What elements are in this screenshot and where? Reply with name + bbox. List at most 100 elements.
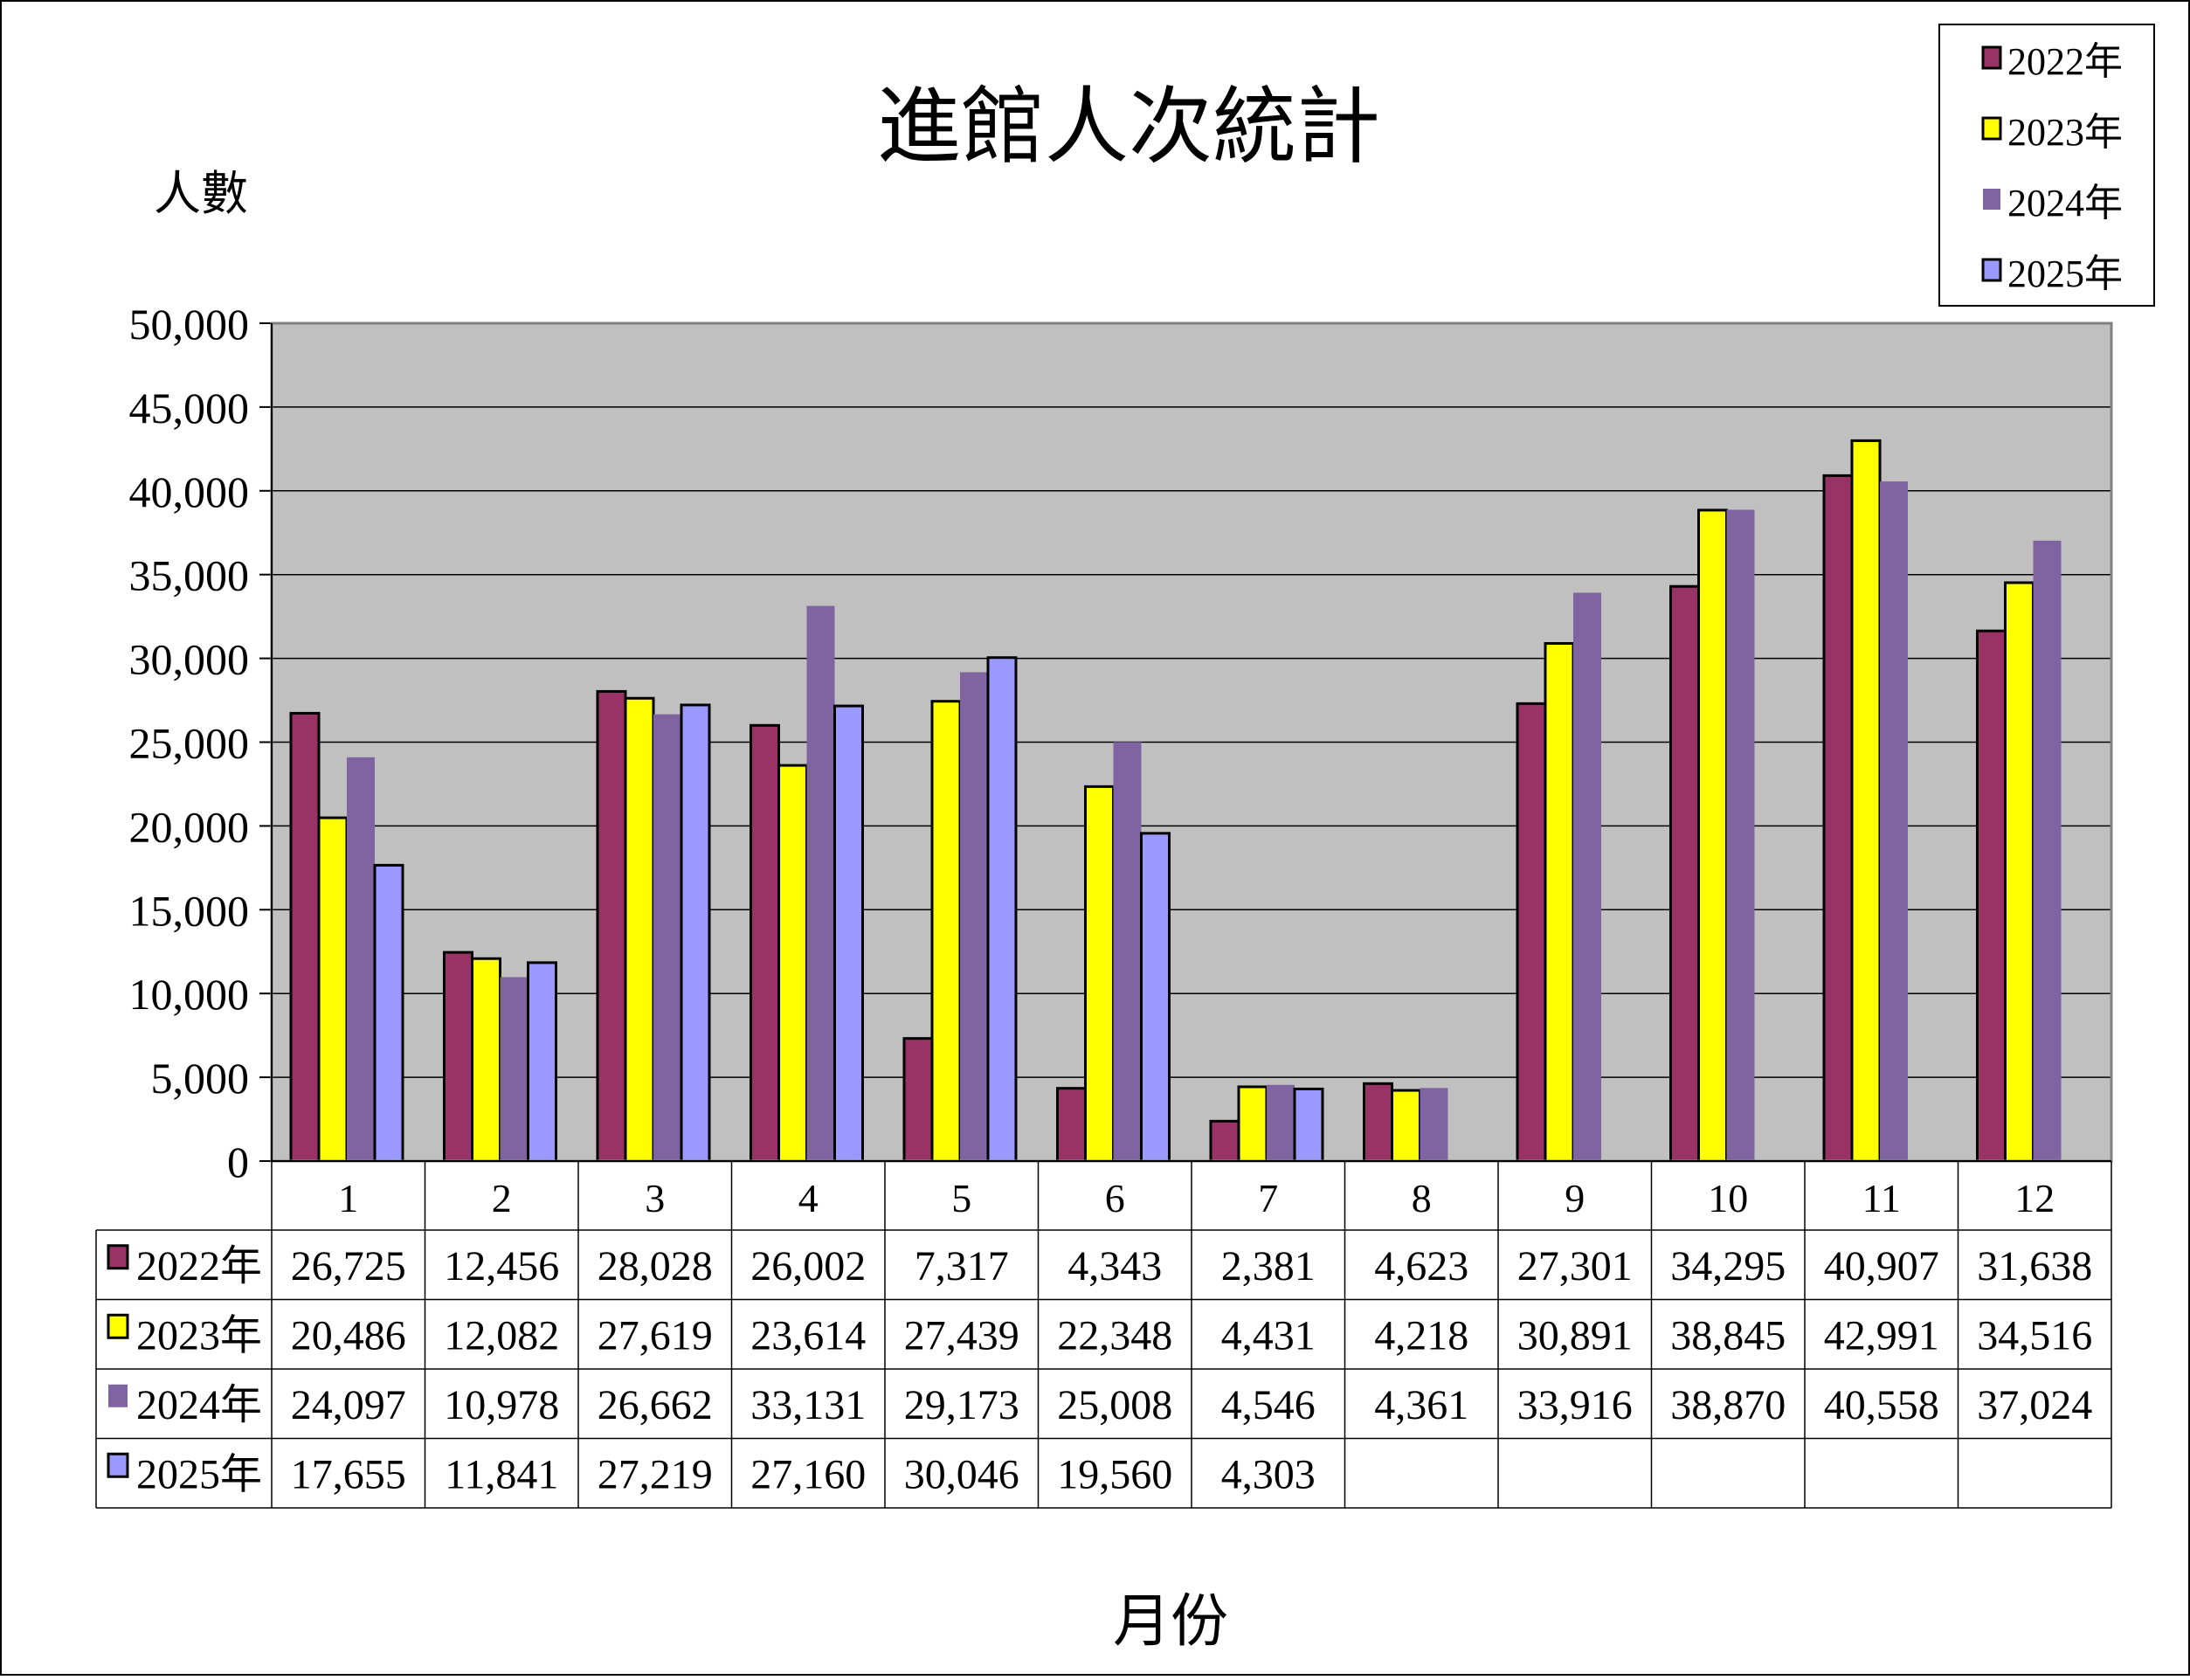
bar-2024年-6 xyxy=(1113,742,1142,1161)
bar-2022年-7 xyxy=(1209,1119,1240,1163)
table-value-cell: 2,381 xyxy=(1221,1243,1316,1289)
table-value-cell: 33,916 xyxy=(1517,1382,1633,1428)
legend-label: 2022年 xyxy=(2007,40,2123,83)
x-category-label: 3 xyxy=(645,1176,665,1220)
table-value-cell: 33,131 xyxy=(750,1382,866,1428)
table-value-cell: 17,655 xyxy=(291,1451,406,1497)
y-tick-label: 15,000 xyxy=(129,886,250,935)
bar-2023年-7 xyxy=(1237,1085,1268,1163)
table-series-name: 2022年 xyxy=(136,1243,262,1289)
y-tick-label: 40,000 xyxy=(129,467,250,516)
bar-2024年-5 xyxy=(960,672,988,1161)
table-value-cell: 30,046 xyxy=(904,1451,1019,1497)
bar-2022年-1 xyxy=(289,711,321,1163)
table-value-cell: 4,623 xyxy=(1374,1243,1468,1289)
table-legend-key xyxy=(108,1384,128,1407)
x-category-label: 12 xyxy=(2014,1176,2055,1220)
bar-2024年-8 xyxy=(1420,1088,1448,1161)
y-tick-label: 45,000 xyxy=(129,384,250,432)
table-value-cell: 34,516 xyxy=(1977,1312,2092,1359)
bar-2024年-7 xyxy=(1267,1084,1295,1161)
bar-2023年-8 xyxy=(1391,1089,1421,1163)
table-value-cell: 40,907 xyxy=(1824,1243,1939,1289)
bar-2023年-12 xyxy=(2004,581,2035,1163)
x-category-label: 11 xyxy=(1862,1176,1901,1220)
x-category-label: 8 xyxy=(1412,1176,1432,1220)
x-axis-label: 月份 xyxy=(1113,1590,1228,1654)
y-tick-label: 0 xyxy=(227,1137,249,1186)
bar-2024年-2 xyxy=(500,977,529,1161)
bar-2025年-6 xyxy=(1140,832,1171,1163)
table-value-cell: 30,891 xyxy=(1517,1312,1633,1359)
table-value-cell: 27,619 xyxy=(598,1312,713,1359)
table-value-cell: 37,024 xyxy=(1977,1382,2092,1428)
bar-2025年-1 xyxy=(373,863,404,1163)
legend-label: 2025年 xyxy=(2007,252,2123,295)
bar-2024年-1 xyxy=(347,757,375,1161)
table-value-cell: 42,991 xyxy=(1824,1312,1939,1359)
y-tick-label: 50,000 xyxy=(129,300,250,349)
bar-2022年-8 xyxy=(1363,1082,1393,1163)
table-value-cell: 11,841 xyxy=(445,1451,558,1497)
table-value-cell: 10,978 xyxy=(444,1382,559,1428)
legend-label: 2024年 xyxy=(2007,182,2123,225)
table-value-cell: 31,638 xyxy=(1977,1243,2092,1289)
table-value-cell: 4,343 xyxy=(1067,1243,1162,1289)
bar-2023年-5 xyxy=(930,700,962,1163)
y-tick-label: 20,000 xyxy=(129,802,250,851)
bar-2022年-2 xyxy=(443,951,473,1163)
x-category-label: 9 xyxy=(1565,1176,1585,1220)
chart-title: 進館人次統計 xyxy=(877,80,1380,174)
y-tick-label: 30,000 xyxy=(129,635,250,684)
bar-2022年-4 xyxy=(750,723,780,1163)
x-category-label: 7 xyxy=(1258,1176,1278,1220)
bar-2024年-10 xyxy=(1726,509,1755,1161)
x-category-label: 4 xyxy=(798,1176,819,1220)
plot-area: 0 5,000 10,000 15,000 20,000 25,000 30,000 35,0… xyxy=(129,300,2113,1186)
bar-2024年-12 xyxy=(2033,540,2062,1161)
x-category-label: 10 xyxy=(1708,1176,1748,1220)
legend-key xyxy=(1981,258,2002,282)
bar-2023年-9 xyxy=(1544,642,1575,1163)
bar-2023年-11 xyxy=(1850,439,1882,1163)
table-value-cell: 28,028 xyxy=(598,1243,713,1289)
table-value-cell: 20,486 xyxy=(291,1312,406,1359)
bar-2023年-4 xyxy=(777,764,808,1163)
y-tick-label: 10,000 xyxy=(129,970,250,1019)
legend-label: 2023年 xyxy=(2007,111,2123,154)
bar-2024年-4 xyxy=(806,605,835,1161)
table-value-cell: 27,160 xyxy=(750,1451,866,1497)
bar-2024年-9 xyxy=(1573,592,1601,1161)
y-axis-label: 人數 xyxy=(154,168,248,220)
x-category-label: 5 xyxy=(951,1176,971,1220)
bar-2023年-3 xyxy=(624,696,655,1163)
table-series-name: 2024年 xyxy=(136,1382,262,1428)
x-category-label: 2 xyxy=(492,1176,512,1220)
bar-2022年-11 xyxy=(1822,474,1854,1163)
table-value-cell: 4,431 xyxy=(1221,1312,1316,1359)
table-value-cell: 4,361 xyxy=(1374,1382,1468,1428)
table-value-cell: 26,002 xyxy=(750,1243,866,1289)
table-value-cell: 12,456 xyxy=(444,1243,559,1289)
x-category-label: 6 xyxy=(1105,1176,1125,1220)
table-value-cell: 12,082 xyxy=(444,1312,559,1359)
bar-2022年-9 xyxy=(1516,702,1547,1163)
table-legend-key xyxy=(107,1452,129,1478)
y-tick-label: 5,000 xyxy=(151,1054,250,1103)
bar-2022年-6 xyxy=(1056,1087,1087,1163)
table-value-cell: 34,295 xyxy=(1670,1243,1786,1289)
legend: 2022年 2023年 2024年 2025年 xyxy=(1938,24,2155,307)
table-value-cell: 38,845 xyxy=(1670,1312,1786,1359)
table-value-cell: 40,558 xyxy=(1824,1382,1939,1428)
table-value-cell: 27,301 xyxy=(1517,1243,1633,1289)
table-value-cell: 27,219 xyxy=(598,1451,713,1497)
table-value-cell: 24,097 xyxy=(291,1382,406,1428)
bar-2024年-11 xyxy=(1880,481,1908,1161)
bar-2022年-3 xyxy=(596,689,627,1163)
table-value-cell: 26,662 xyxy=(598,1382,713,1428)
table-value-cell: 29,173 xyxy=(904,1382,1019,1428)
table-series-name: 2023年 xyxy=(136,1312,262,1359)
